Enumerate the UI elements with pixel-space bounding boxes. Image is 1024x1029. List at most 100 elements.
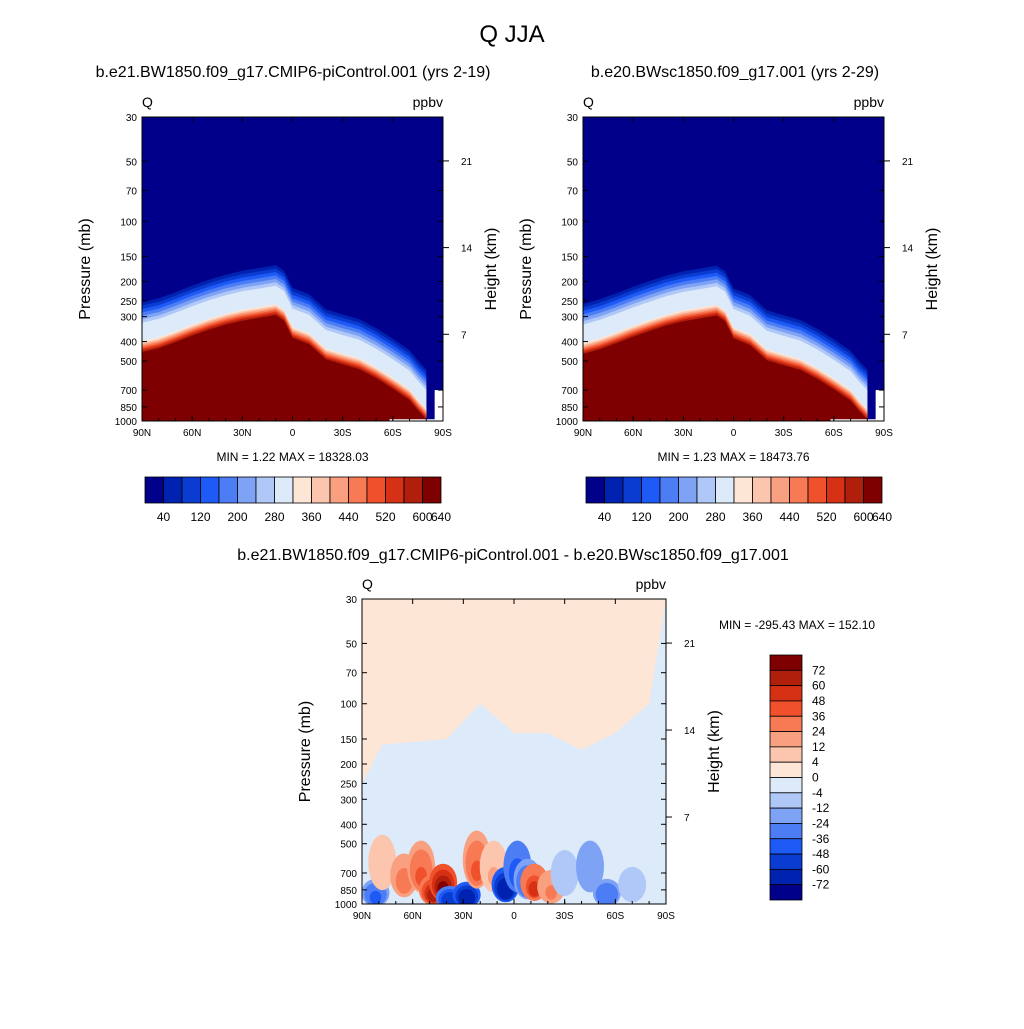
y-tick-label: 100 [561, 217, 578, 228]
right-tick-label: 7 [461, 330, 467, 341]
y-tick-label: 700 [340, 869, 357, 880]
colorbar-swatch [348, 476, 368, 504]
colorbar-swatch [769, 792, 803, 809]
field-anomaly-blob [398, 875, 411, 892]
y-tick-label: 100 [340, 700, 357, 711]
y-axis-label: Pressure (mb) [77, 218, 94, 319]
y-tick-label: 400 [340, 820, 357, 831]
x-tick-label: 60S [825, 428, 843, 439]
colorbar-label: 280 [264, 510, 284, 524]
y-tick-label: 70 [567, 186, 579, 197]
y-tick-label: 1000 [556, 417, 579, 428]
colorbar-swatch [659, 476, 679, 504]
colorbar-label: 40 [157, 510, 171, 524]
field-band [583, 315, 868, 421]
y-tick-label: 300 [120, 313, 137, 324]
y-tick-label: 300 [561, 313, 578, 324]
y-tick-label: 500 [340, 840, 357, 851]
field-anomaly-blob [558, 872, 571, 891]
colorbar-swatch [789, 476, 809, 504]
colorbar-swatch [715, 476, 735, 504]
panel-title: b.e20.BWsc1850.f09_g17.001 (yrs 2-29) [591, 64, 879, 81]
colorbar-swatch [752, 476, 772, 504]
colorbar-label: 12 [812, 740, 826, 754]
colorbar-swatch [403, 476, 423, 504]
y-tick-label: 850 [561, 403, 578, 414]
x-tick-label: 60N [624, 428, 642, 439]
colorbar-swatch [237, 476, 257, 504]
stats-label: MIN = -295.43 MAX = 152.10 [719, 618, 875, 632]
colorbar-swatch [163, 476, 183, 504]
y-tick-label: 30 [567, 113, 579, 124]
y-tick-label: 250 [340, 779, 357, 790]
colorbar-swatch [604, 476, 624, 504]
x-tick-label: 30N [454, 911, 472, 922]
y-tick-label: 850 [340, 886, 357, 897]
colorbar-label: 280 [705, 510, 725, 524]
colorbar-label: 600 [853, 510, 873, 524]
y-tick-label: 400 [561, 338, 578, 349]
colorbar-swatch [769, 700, 803, 717]
colorbar-swatch [769, 807, 803, 824]
colorbar-label: 600 [412, 510, 432, 524]
y-tick-label: 200 [561, 277, 578, 288]
right-tick-label: 21 [902, 157, 914, 168]
colorbar-swatch [769, 868, 803, 886]
colorbar-swatch [769, 669, 803, 687]
y-axis-right-label: Height (km) [924, 228, 941, 311]
y-tick-label: 1000 [115, 417, 138, 428]
colorbar-label: 640 [872, 510, 892, 524]
x-tick-label: 90N [133, 428, 151, 439]
x-tick-label: 30S [556, 911, 574, 922]
y-tick-label: 500 [561, 357, 578, 368]
x-tick-label: 0 [290, 428, 296, 439]
colorbar-label: 640 [431, 510, 451, 524]
colorbar-swatch [769, 685, 803, 702]
x-tick-label: 90S [434, 428, 452, 439]
plot-field-difference [362, 599, 666, 904]
colorbar-label: 360 [301, 510, 321, 524]
field-missing-pole [434, 390, 443, 421]
colorbar-label: -24 [812, 816, 830, 830]
colorbar-swatch [770, 476, 790, 504]
colorbar-label: -36 [812, 832, 830, 846]
plot-field-test [583, 117, 884, 421]
y-tick-label: 400 [120, 338, 137, 349]
x-tick-label: 30N [674, 428, 692, 439]
figure-title: Q JJA [479, 21, 544, 48]
colorbar-label: 200 [668, 510, 688, 524]
colorbar-swatch [311, 476, 331, 504]
field-anomaly-blob [376, 863, 389, 883]
y-tick-label: 700 [561, 386, 578, 397]
units-label: ppbv [854, 94, 884, 110]
x-tick-label: 60N [183, 428, 201, 439]
x-tick-label: 30S [334, 428, 352, 439]
y-tick-label: 70 [126, 186, 138, 197]
y-tick-label: 1000 [335, 900, 358, 911]
right-tick-label: 14 [902, 244, 914, 255]
colorbar-label: -48 [812, 847, 830, 861]
colorbar-swatch [863, 476, 883, 504]
colorbar-swatch [733, 476, 753, 504]
field-anomaly-blob [528, 881, 541, 897]
variable-label: Q [362, 576, 373, 592]
y-tick-label: 30 [346, 595, 358, 606]
stats-label: MIN = 1.22 MAX = 18328.03 [216, 450, 368, 464]
right-tick-label: 14 [461, 244, 473, 255]
colorbar-label: -72 [812, 878, 830, 892]
colorbar-swatch [769, 731, 803, 748]
field-missing-pole [875, 390, 884, 421]
colorbar-swatch [274, 476, 294, 504]
colorbar-label: 520 [375, 510, 395, 524]
units-label: ppbv [636, 576, 666, 592]
colorbar-label: 4 [812, 755, 819, 769]
x-tick-label: 60S [606, 911, 624, 922]
x-tick-label: 30S [775, 428, 793, 439]
field-anomaly-blob [471, 860, 483, 881]
colorbar-swatch [769, 654, 803, 671]
y-tick-label: 500 [120, 357, 137, 368]
field-band [142, 315, 427, 421]
field-anomaly-blob [460, 892, 473, 904]
colorbar-swatch [218, 476, 238, 504]
colorbar-swatch [769, 838, 803, 855]
